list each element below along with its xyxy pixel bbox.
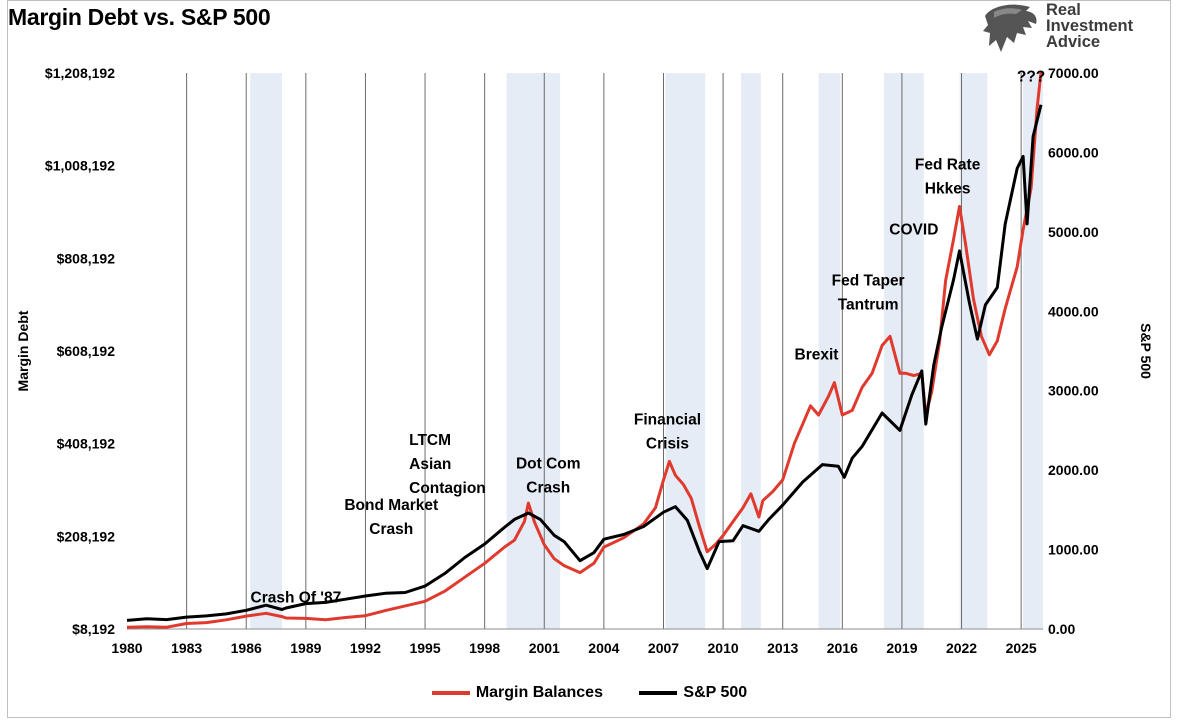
annotation-line: Fed Taper: [832, 272, 905, 289]
annotation-line: Financial: [634, 411, 701, 428]
shaded-period-3: [740, 73, 761, 629]
annotation-5: Brexit: [795, 346, 839, 363]
annotation-line: Fed Rate: [915, 156, 981, 173]
annotation-7: COVID: [889, 221, 938, 238]
annotation-4: Financial Crisis: [634, 411, 701, 452]
series-line-margin-balances: [126, 72, 1043, 629]
legend-item-sp500: S&P 500: [639, 684, 747, 702]
shaded-period-2: [665, 73, 706, 629]
x-tick-label: 2025: [1006, 640, 1037, 656]
right-tick-label: 7000.00: [1048, 65, 1099, 81]
annotation-1: Bond Market Crash: [344, 497, 438, 538]
shaded-period-4: [818, 73, 841, 629]
brand-logo-text: Real Investment Advice: [1046, 1, 1134, 51]
shaded-period-6: [959, 73, 988, 629]
annotation-line: LTCM: [409, 432, 451, 449]
x-tick-label: 1992: [350, 640, 381, 656]
x-tick-label: 2019: [886, 640, 917, 656]
line-chart: $8,192 $208,192 $408,192 $608,192 $808,192 $1…: [15, 65, 1154, 656]
x-tick-label: 2013: [767, 640, 798, 656]
shaded-period-5: [884, 73, 924, 629]
legend-label-sp500: S&P 500: [683, 684, 748, 701]
annotation-line: Dot Com: [516, 455, 581, 472]
annotation-line: Asian: [409, 456, 451, 473]
legend-label-margin: Margin Balances: [475, 684, 603, 701]
x-tick-label: 2001: [529, 640, 560, 656]
brand-line-2: Investment: [1046, 17, 1134, 35]
annotation-0: Crash Of '87: [251, 590, 342, 607]
legend-swatch-sp500: [639, 691, 678, 695]
annotation-line: Brexit: [795, 346, 839, 363]
left-tick-label: $608,192: [57, 343, 116, 359]
left-tick-label: $1,008,192: [45, 158, 115, 174]
series-line-sp500: [126, 104, 1043, 622]
left-axis-title: Margin Debt: [15, 310, 31, 391]
right-tick-label: 0.00: [1048, 621, 1075, 637]
lion-logo-icon: [983, 4, 1037, 52]
annotation-line: ???: [1017, 68, 1045, 85]
annotation-line: Crash Of '87: [251, 590, 342, 607]
x-tick-label: 1998: [469, 640, 500, 656]
right-tick-label: 4000.00: [1048, 303, 1099, 319]
right-tick-label: 3000.00: [1048, 383, 1099, 399]
annotation-line: Crash: [369, 521, 413, 538]
annotation-line: Tantrum: [838, 296, 899, 313]
left-tick-label: $1,208,192: [45, 65, 115, 81]
right-tick-label: 2000.00: [1048, 462, 1099, 478]
annotation-8: Fed Rate Hkkes: [915, 156, 981, 197]
x-tick-label: 2004: [588, 640, 619, 656]
chart-title: Margin Debt vs. S&P 500: [8, 4, 271, 30]
left-tick-label: $8,192: [72, 621, 115, 637]
x-tick-label: 1986: [231, 640, 262, 656]
x-tick-label: 1995: [409, 640, 440, 656]
annotation-line: COVID: [889, 221, 938, 238]
shaded-period-0: [250, 73, 282, 629]
annotation-line: Bond Market: [344, 497, 438, 514]
legend-swatch-margin: [431, 691, 470, 695]
x-tick-label: 1980: [111, 640, 142, 656]
right-tick-label: 1000.00: [1048, 542, 1099, 558]
x-tick-label: 1989: [290, 640, 321, 656]
right-tick-label: 6000.00: [1048, 144, 1099, 160]
annotation-line: Contagion: [409, 480, 486, 497]
annotation-line: Hkkes: [925, 180, 971, 197]
left-tick-label: $808,192: [57, 250, 116, 266]
annotation-2: LTCM Asian Contagion: [409, 432, 486, 497]
brand-line-3: Advice: [1046, 33, 1101, 51]
x-tick-label: 2022: [946, 640, 977, 656]
annotation-line: Crash: [526, 479, 570, 496]
right-axis-title: S&P 500: [1138, 323, 1154, 379]
left-tick-label: $408,192: [57, 436, 116, 452]
annotation-3: Dot Com Crash: [516, 455, 581, 496]
legend-item-margin-balances: Margin Balances: [431, 684, 603, 702]
brand-line-1: Real: [1046, 1, 1081, 19]
right-tick-label: 5000.00: [1048, 224, 1099, 240]
x-tick-label: 2016: [827, 640, 858, 656]
x-tick-label: 2007: [648, 640, 679, 656]
x-tick-label: 2010: [708, 640, 739, 656]
annotation-9: ???: [1017, 68, 1045, 85]
chart-legend: Margin Balances S&P 500: [0, 682, 1179, 702]
x-tick-label: 1983: [171, 640, 202, 656]
left-tick-label: $208,192: [57, 528, 116, 544]
annotation-line: Crisis: [646, 435, 689, 452]
annotation-6: Fed Taper Tantrum: [832, 272, 905, 313]
shaded-period-1: [506, 73, 561, 629]
